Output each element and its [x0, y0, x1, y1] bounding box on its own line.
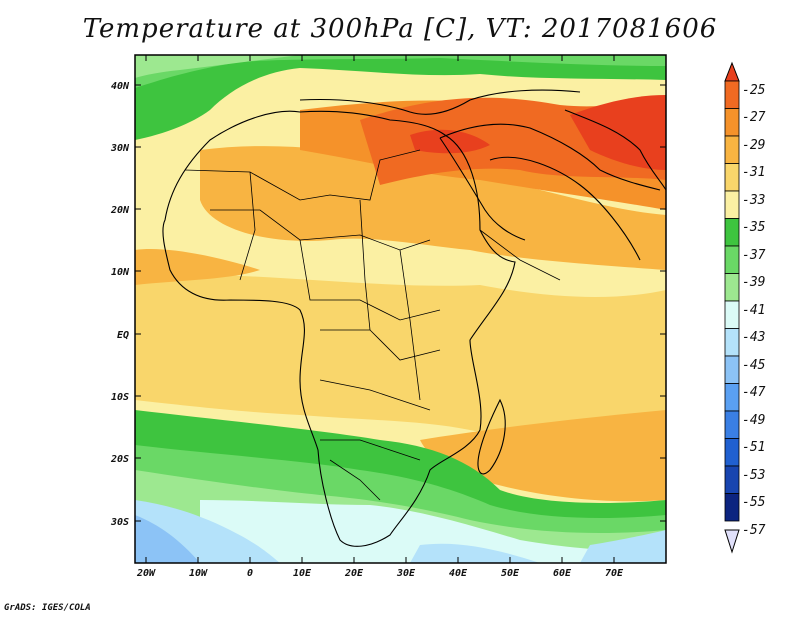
- lat-label: 10S: [111, 392, 129, 403]
- map-frame: [134, 54, 667, 564]
- colorbar-label: -31: [742, 165, 765, 180]
- lon-label: 10W: [189, 568, 208, 579]
- lon-label: 20E: [344, 568, 364, 579]
- colorbar-label: -57: [742, 523, 766, 538]
- temperature-field: [135, 55, 666, 563]
- lon-label: 0: [247, 568, 253, 579]
- colorbar-label: -53: [742, 468, 765, 483]
- lon-label: 50E: [501, 568, 520, 579]
- colorbar-swatch: [724, 438, 740, 467]
- colorbar-label: -49: [742, 413, 765, 428]
- colorbar-swatch: [724, 245, 740, 274]
- colorbar-swatch: [724, 273, 740, 302]
- lon-label: 60E: [553, 568, 572, 579]
- lat-label: 30S: [110, 517, 129, 528]
- colorbar-swatch: [724, 465, 740, 494]
- colorbar-label: -43: [742, 330, 765, 345]
- colorbar-swatch: [724, 328, 740, 357]
- colorbar-swatch: [724, 355, 740, 384]
- lat-label: 10N: [111, 267, 130, 278]
- colorbar-label: -29: [742, 138, 765, 153]
- colorbar-swatch: [724, 108, 740, 137]
- colorbar: -25 -27 -29 -31 -33 -35 -37 -39 -41 -43 …: [724, 61, 766, 554]
- lat-label: 30N: [110, 143, 130, 154]
- colorbar-swatch: [724, 218, 740, 247]
- colorbar-swatch: [724, 493, 740, 522]
- colorbar-bottom-arrow: [724, 529, 740, 554]
- colorbar-label: -45: [742, 358, 766, 373]
- colorbar-label: -33: [742, 193, 765, 208]
- country-borders: [184, 149, 561, 501]
- lat-label: 20S: [110, 454, 129, 465]
- lon-label: 70E: [605, 568, 624, 579]
- colorbar-label: -25: [742, 83, 766, 98]
- lat-label: EQ: [117, 330, 129, 341]
- credit-footer: GrADS: IGES/COLA: [4, 603, 91, 613]
- coastline: [162, 89, 666, 547]
- lat-axis-labels: 40N 30N 20N 10N EQ 10S 20S 30S: [110, 81, 130, 528]
- colorbar-swatch: [724, 135, 740, 164]
- lat-label: 20N: [110, 205, 130, 216]
- colorbar-label: -55: [742, 495, 766, 510]
- colorbar-swatch: [724, 190, 740, 219]
- colorbar-swatch: [724, 80, 740, 109]
- colorbar-swatch: [724, 163, 740, 192]
- lon-label: 20W: [136, 568, 156, 579]
- lon-label: 30E: [396, 568, 416, 579]
- map-figure: 20W 10W 0 10E 20E 30E 40E 50E 60E 70E 40…: [110, 54, 766, 579]
- colorbar-swatch: [724, 300, 740, 329]
- colorbar-label: -39: [742, 275, 765, 290]
- lon-label: 10E: [293, 568, 312, 579]
- colorbar-swatch: [724, 410, 740, 439]
- colorbar-label: -51: [742, 440, 765, 455]
- colorbar-label: -27: [742, 110, 766, 125]
- colorbar-label: -47: [742, 385, 766, 400]
- colorbar-label: -37: [742, 248, 766, 263]
- colorbar-top-arrow: [724, 61, 740, 82]
- colorbar-label: -41: [742, 303, 765, 318]
- lon-label: 40E: [449, 568, 468, 579]
- lon-axis-labels: 20W 10W 0 10E 20E 30E 40E 50E 60E 70E: [136, 568, 624, 579]
- lat-label: 40N: [111, 81, 130, 92]
- colorbar-swatch: [724, 383, 740, 412]
- colorbar-label: -35: [742, 220, 766, 235]
- map-title: Temperature at 300hPa [C], VT: 201708160…: [82, 14, 718, 44]
